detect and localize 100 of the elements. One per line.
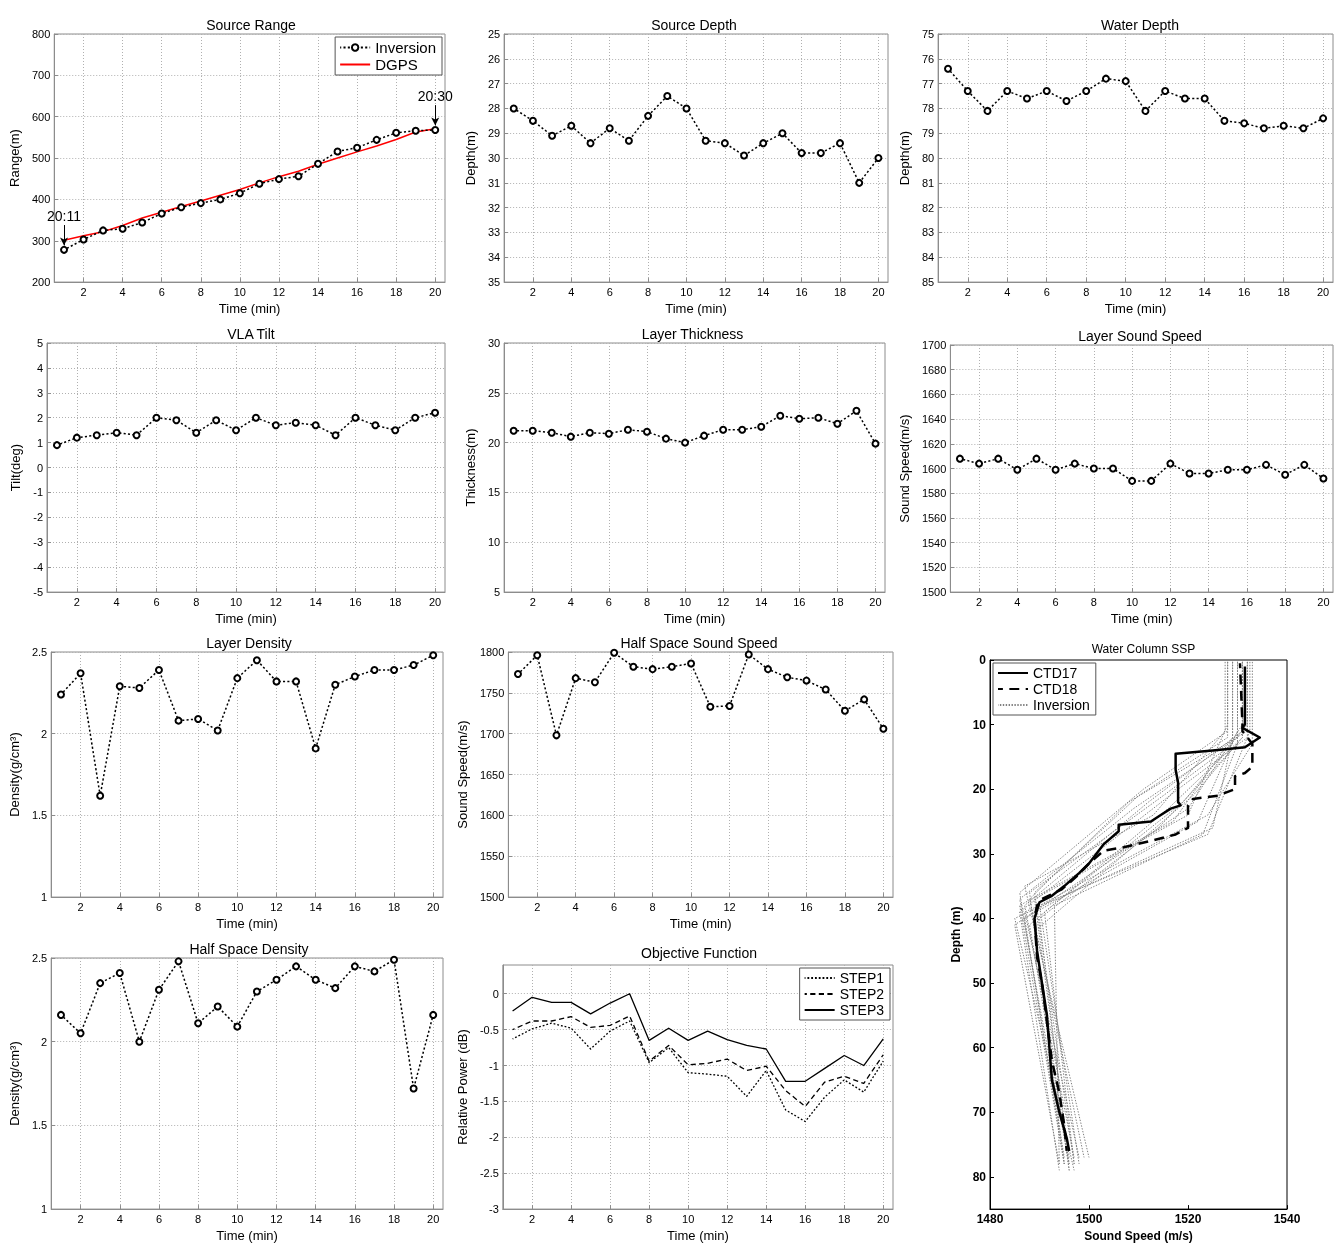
chart-title: Water Column SSP [1091, 642, 1196, 656]
y-tick-label: 1800 [479, 646, 505, 658]
y-tick-label: 1680 [921, 363, 947, 376]
x-tick-label: 16 [1238, 285, 1251, 298]
y-tick-label: 600 [31, 110, 51, 123]
x-tick-label: 12 [270, 900, 283, 913]
x-tick-label: 8 [1083, 285, 1090, 298]
x-tick-label: 8 [643, 595, 651, 608]
y-tick-label: -1 [33, 486, 43, 499]
x-tick-label: 4 [1014, 595, 1021, 608]
y-tick-label: 76 [921, 52, 935, 65]
y-tick-label: -2 [33, 511, 43, 524]
x-axis-title: Time (min) [663, 611, 726, 626]
y-axis-title: Sound Speed(m/s) [897, 414, 912, 523]
y-tick-label: 1500 [479, 891, 505, 904]
y-tick-label: 70 [972, 1105, 987, 1120]
y-axis-title: Relative Power (dB) [455, 1029, 470, 1145]
legend-label: STEP1 [839, 970, 885, 986]
x-tick-label: 20 [877, 900, 890, 913]
x-tick-label: 8 [195, 1212, 202, 1225]
x-tick-label: 2 [529, 1212, 536, 1225]
y-tick-label: 40 [972, 911, 987, 926]
y-tick-label: 75 [921, 28, 935, 40]
chart-title: Layer Thickness [641, 326, 744, 342]
x-tick-label: 8 [649, 900, 656, 913]
y-tick-label: 80 [921, 152, 935, 165]
y-tick-label: 5 [494, 586, 501, 599]
x-tick-label: 2 [77, 900, 84, 913]
annotation: 20:11 [47, 208, 82, 225]
x-tick-label: 14 [309, 1212, 322, 1225]
x-tick-label: 6 [158, 285, 165, 298]
x-tick-label: 20 [427, 1212, 440, 1225]
legend-label: Inversion [1033, 697, 1090, 713]
x-tick-label: 10 [682, 1212, 695, 1225]
x-tick-label: 2 [529, 285, 536, 298]
y-tick-label: 1 [41, 1203, 48, 1216]
x-tick-label: 10 [231, 1212, 244, 1225]
x-axis-title: Time (min) [665, 301, 727, 316]
x-tick-label: 6 [1043, 285, 1050, 298]
chart-title: Half Space Density [189, 941, 309, 957]
x-tick-label: 14 [755, 595, 768, 608]
x-tick-label: 4 [119, 285, 126, 298]
y-tick-label: 20 [972, 782, 987, 797]
x-axis-title: Time (min) [669, 916, 732, 931]
x-tick-label: 16 [793, 595, 806, 608]
y-tick-label: -1 [489, 1059, 499, 1072]
y-tick-label: 84 [921, 251, 935, 264]
y-tick-label: 29 [487, 127, 501, 140]
y-tick-label: 80 [972, 1169, 987, 1184]
x-tick-label: 10 [229, 595, 243, 608]
y-tick-label: -3 [33, 536, 43, 549]
x-tick-label: 14 [757, 285, 770, 298]
x-tick-label: 18 [389, 595, 402, 608]
x-tick-label: 14 [1202, 595, 1215, 608]
y-tick-label: 15 [487, 486, 501, 499]
chart-title: Source Depth [651, 17, 737, 33]
x-tick-label: 10 [1125, 595, 1139, 608]
y-tick-label: 79 [921, 127, 935, 140]
y-tick-label: 28 [487, 102, 501, 115]
y-tick-label: 1520 [921, 561, 947, 574]
x-axis-title: Sound Speed (m/s) [1084, 1229, 1193, 1243]
x-tick-label: 12 [721, 1212, 734, 1225]
y-tick-label: 1 [41, 891, 48, 904]
y-tick-label: 27 [487, 77, 501, 90]
y-tick-label: 1660 [921, 388, 947, 401]
x-tick-label: 2 [964, 285, 971, 298]
y-tick-label: 78 [921, 102, 935, 115]
x-tick-label: 1480 [976, 1212, 1004, 1227]
y-tick-label: 1540 [921, 536, 947, 549]
y-axis-title: Depth (m) [948, 906, 963, 963]
y-tick-label: 1600 [921, 462, 947, 475]
x-tick-label: 4 [572, 900, 579, 913]
x-tick-label: 2 [80, 285, 87, 298]
x-tick-label: 14 [760, 1212, 773, 1225]
y-tick-label: 0 [36, 461, 43, 474]
y-tick-label: -3 [489, 1203, 499, 1216]
y-tick-label: 2 [41, 727, 48, 740]
x-tick-label: 16 [348, 1212, 361, 1225]
x-tick-label: 6 [153, 595, 160, 608]
y-tick-label: -4 [33, 561, 43, 574]
y-tick-label: 85 [921, 276, 935, 289]
legend-label: STEP3 [839, 1002, 885, 1018]
y-tick-label: 81 [921, 176, 935, 189]
x-tick-label: 18 [387, 900, 401, 913]
x-tick-label: 16 [800, 900, 813, 913]
y-tick-label: 400 [31, 193, 51, 206]
y-tick-label: 77 [921, 77, 935, 90]
chart-title: Layer Sound Speed [1078, 328, 1202, 344]
y-tick-label: 34 [487, 251, 501, 264]
x-tick-label: 6 [1052, 595, 1059, 608]
x-axis-title: Time (min) [216, 1228, 278, 1243]
x-tick-label: 8 [1090, 595, 1097, 608]
chart-title: Water Depth [1100, 17, 1180, 33]
y-tick-label: -0.5 [479, 1023, 499, 1036]
x-tick-label: 12 [1164, 595, 1177, 608]
x-tick-label: 10 [684, 900, 698, 913]
y-axis-title: Thickness(m) [463, 428, 478, 507]
x-tick-label: 18 [387, 1212, 401, 1225]
y-tick-label: 1 [36, 436, 43, 449]
x-tick-label: 2 [73, 595, 80, 608]
